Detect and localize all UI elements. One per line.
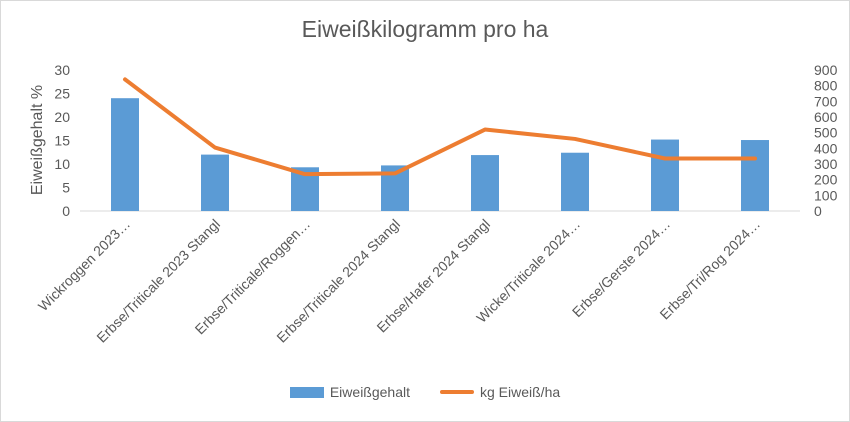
category-labels: Wickroggen 2023…Erbse/Triticale 2023 Sta… (35, 216, 763, 346)
legend-swatch-bar (289, 386, 324, 398)
y2-tick-label: 300 (814, 156, 838, 172)
y-tick-label: 15 (54, 133, 70, 149)
legend: Eiweißgehalt kg Eiweiß/ha (0, 384, 850, 400)
y2-tick-label: 0 (814, 203, 822, 219)
chart-title: Eiweißkilogramm pro ha (301, 16, 549, 42)
y-tick-label: 10 (54, 156, 70, 172)
y2-tick-label: 600 (814, 109, 838, 125)
y-axis-title: Eiweißgehalt % (29, 85, 46, 195)
y-tick-label: 30 (54, 62, 70, 78)
category-label: Erbse/Gerste 2024… (569, 216, 673, 320)
bar-series (111, 98, 769, 211)
y2-tick-label: 100 (814, 187, 838, 203)
legend-item-line: kg Eiweiß/ha (440, 384, 560, 400)
y2-tick-label: 200 (814, 172, 838, 188)
category-label: Erbse/Tri/Rog 2024… (656, 216, 763, 323)
y2-tick-label: 800 (814, 78, 838, 94)
y-tick-label: 25 (54, 86, 70, 102)
category-label: Wicke/Triticale 2024… (473, 216, 583, 326)
legend-item-bar: Eiweißgehalt (289, 384, 410, 400)
legend-label-bar: Eiweißgehalt (329, 384, 410, 400)
bar (741, 140, 769, 211)
y-tick-label: 20 (54, 109, 70, 125)
line-path (123, 77, 757, 177)
bar (201, 154, 229, 211)
line-series (123, 77, 757, 177)
y2-tick-label: 900 (814, 62, 838, 78)
bar (651, 139, 679, 211)
y2-tick-label: 500 (814, 125, 838, 141)
bar (561, 152, 589, 211)
category-label: Wickroggen 2023… (35, 216, 133, 314)
y2-tick-label: 700 (814, 93, 838, 109)
y2-tick-label: 400 (814, 140, 838, 156)
left-axis: 0 5 10 15 20 25 30 (54, 62, 800, 219)
legend-label-line: kg Eiweiß/ha (480, 384, 561, 400)
bar (471, 155, 499, 211)
bar (111, 98, 139, 211)
y-tick-label: 5 (62, 180, 70, 196)
y-tick-label: 0 (62, 203, 70, 219)
legend-swatch-line (440, 390, 474, 394)
